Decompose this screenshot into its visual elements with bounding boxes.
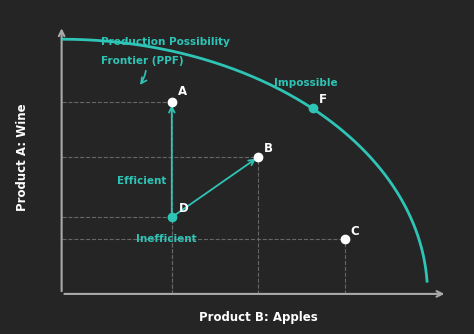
Text: Inefficient: Inefficient xyxy=(137,234,197,244)
Text: Efficient: Efficient xyxy=(117,176,166,186)
Text: Production Possibility: Production Possibility xyxy=(101,37,230,47)
Text: D: D xyxy=(179,202,189,215)
Text: C: C xyxy=(351,225,360,238)
Text: A: A xyxy=(178,86,187,98)
Text: F: F xyxy=(319,93,328,106)
Text: B: B xyxy=(264,142,273,155)
Text: Product A: Wine: Product A: Wine xyxy=(16,103,29,211)
Text: Product B: Apples: Product B: Apples xyxy=(199,311,318,324)
Text: Impossible: Impossible xyxy=(274,78,337,88)
Text: Frontier (PPF): Frontier (PPF) xyxy=(101,56,183,66)
